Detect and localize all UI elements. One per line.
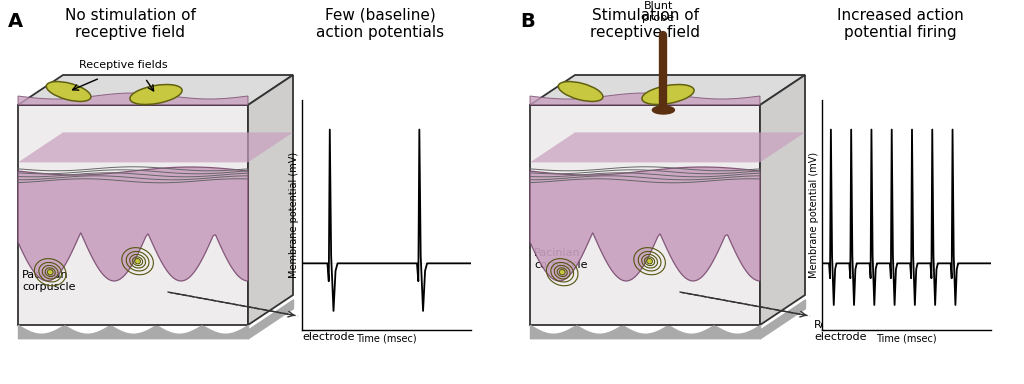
Ellipse shape bbox=[647, 258, 652, 264]
Polygon shape bbox=[18, 167, 248, 281]
Text: A: A bbox=[8, 12, 24, 31]
Polygon shape bbox=[18, 93, 248, 105]
Polygon shape bbox=[530, 167, 760, 281]
Polygon shape bbox=[18, 132, 293, 162]
Y-axis label: Membrane potential (mV): Membrane potential (mV) bbox=[810, 152, 819, 278]
Ellipse shape bbox=[558, 81, 603, 101]
Text: Pacinian
corpuscle: Pacinian corpuscle bbox=[22, 270, 76, 291]
Ellipse shape bbox=[652, 106, 675, 114]
X-axis label: Time (msec): Time (msec) bbox=[356, 333, 417, 343]
Text: Recording
electrode: Recording electrode bbox=[302, 320, 357, 342]
Polygon shape bbox=[530, 105, 760, 325]
Polygon shape bbox=[530, 132, 805, 162]
Text: No stimulation of
receptive field: No stimulation of receptive field bbox=[65, 8, 196, 40]
Text: Blunt
probe: Blunt probe bbox=[642, 2, 675, 23]
Text: Receptive fields: Receptive fields bbox=[79, 60, 167, 70]
Polygon shape bbox=[18, 105, 248, 325]
Ellipse shape bbox=[47, 270, 53, 275]
X-axis label: Time (msec): Time (msec) bbox=[877, 333, 937, 343]
Ellipse shape bbox=[559, 270, 565, 275]
Polygon shape bbox=[18, 75, 293, 105]
Ellipse shape bbox=[135, 258, 140, 264]
Text: B: B bbox=[520, 12, 535, 31]
Text: Increased action
potential firing: Increased action potential firing bbox=[837, 8, 964, 40]
Text: Pacinian
corpuscle: Pacinian corpuscle bbox=[534, 248, 588, 270]
Polygon shape bbox=[530, 75, 805, 105]
Ellipse shape bbox=[642, 84, 694, 104]
Y-axis label: Membrane potential (mV): Membrane potential (mV) bbox=[290, 152, 299, 278]
Polygon shape bbox=[248, 75, 293, 325]
Text: Recording
electrode: Recording electrode bbox=[814, 320, 869, 342]
Text: Few (baseline)
action potentials: Few (baseline) action potentials bbox=[316, 8, 444, 40]
Ellipse shape bbox=[46, 81, 91, 101]
Polygon shape bbox=[530, 93, 760, 105]
Ellipse shape bbox=[130, 84, 182, 104]
Polygon shape bbox=[760, 75, 805, 325]
Text: Stimulation of
receptive field: Stimulation of receptive field bbox=[590, 8, 700, 40]
